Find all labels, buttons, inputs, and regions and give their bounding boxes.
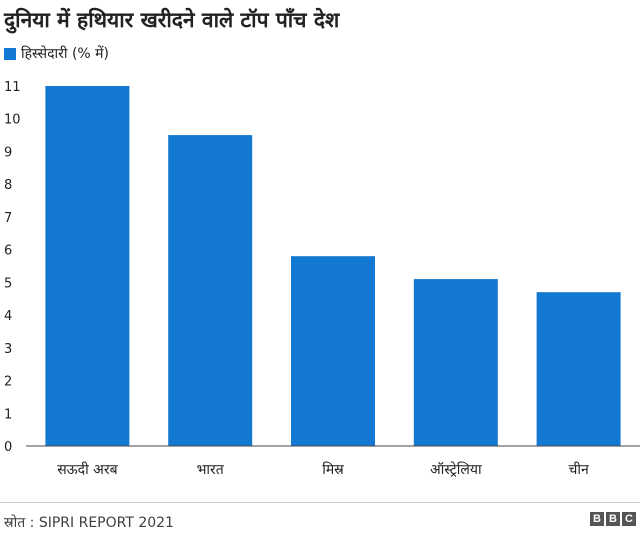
x-tick-label: सऊदी अरब [57,461,118,478]
y-tick-label: 2 [4,375,12,390]
x-tick-label: ऑस्ट्रेलिया [430,461,482,478]
bar [291,256,375,446]
y-tick-label: 11 [4,80,21,95]
bbc-logo: B B C [590,512,636,526]
legend-swatch [4,47,16,60]
logo-letter: B [590,512,604,526]
bar [168,135,253,446]
legend: हिस्सेदारी (% में) [4,44,109,63]
y-tick-label: 7 [4,211,12,226]
y-tick-label: 10 [4,113,21,128]
y-tick-label: 1 [4,407,12,422]
y-tick-label: 8 [4,178,12,193]
x-tick-label: चीन [568,461,589,478]
bar [45,86,130,446]
bar [413,279,498,446]
y-tick-label: 0 [4,440,12,455]
y-tick-label: 5 [4,276,12,291]
y-tick-label: 4 [4,309,12,324]
y-tick-label: 6 [4,244,12,259]
y-tick-label: 3 [4,342,12,357]
legend-label: हिस्सेदारी (% में) [21,46,110,62]
y-tick-label: 9 [4,145,12,160]
logo-letter: B [606,512,620,526]
footer-divider [0,502,640,503]
bar [536,292,621,446]
x-tick-label: मिस्र [322,461,344,478]
chart-title: दुनिया में हथियार खरीदने वाले टॉप पाँच द… [4,8,340,32]
bar-chart: 0 1 2 3 4 5 6 7 8 9 10 11 सऊदी अरब भारत मिस्र ऑस्ट्रेलि… [4,80,640,478]
x-tick-label: भारत [197,462,225,478]
logo-letter: C [622,512,636,526]
source-note: स्रोत : SIPRI REPORT 2021 [4,515,174,531]
